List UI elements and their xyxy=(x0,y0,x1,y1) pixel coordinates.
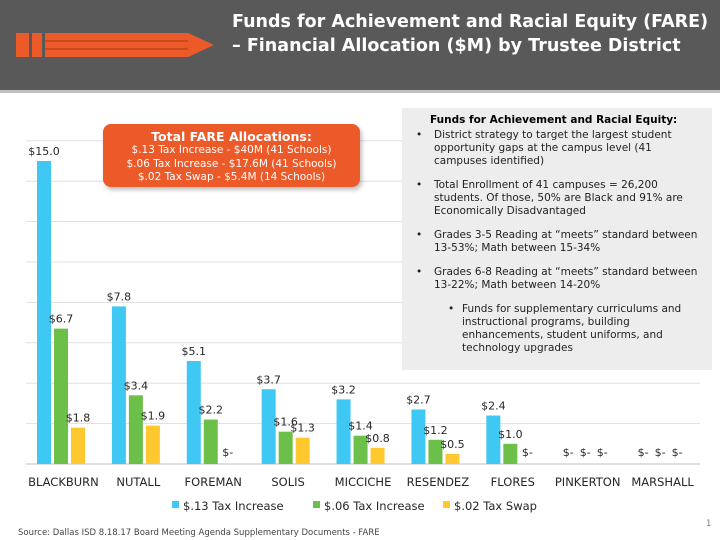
data-label: $0.8 xyxy=(365,432,390,445)
data-label: $1.8 xyxy=(66,412,91,425)
bar xyxy=(445,453,460,464)
info-bullet: • Total Enrollment of 41 campuses = 26,2… xyxy=(412,179,700,218)
totals-line: $.02 Tax Swap - $5.4M (14 Schools) xyxy=(137,171,326,183)
data-label: $- xyxy=(655,446,666,459)
data-label: $- xyxy=(672,446,683,459)
data-label: $3.4 xyxy=(124,379,149,392)
data-label: $- xyxy=(522,446,533,459)
legend: $.13 Tax Increase $.06 Tax Increase $.02 T… xyxy=(172,499,537,513)
info-bullet-text: Grades 3-5 Reading at “meets” standard b… xyxy=(434,229,698,254)
bar xyxy=(336,399,351,464)
bar xyxy=(71,427,85,464)
page-title: Funds for Achievement and Racial Equity … xyxy=(232,12,709,56)
pencil-icon xyxy=(16,33,214,57)
data-label: $- xyxy=(563,446,574,459)
bar xyxy=(278,431,293,464)
bar xyxy=(128,395,143,464)
bar xyxy=(203,419,218,464)
data-label: $2.7 xyxy=(406,393,431,406)
bar xyxy=(111,306,126,464)
legend-swatch xyxy=(443,501,450,508)
category-label: MARSHALL xyxy=(631,475,694,489)
data-label: $15.0 xyxy=(28,145,60,158)
data-label: $1.9 xyxy=(141,410,166,423)
category-label: FLORES xyxy=(491,475,535,489)
data-label: $1.3 xyxy=(290,422,315,435)
info-bullet-text: Funds for supplementary curriculums and … xyxy=(462,303,682,354)
bar xyxy=(370,447,385,464)
info-bullet: • Grades 3-5 Reading at “meets” standard… xyxy=(412,229,700,255)
bar xyxy=(37,161,51,464)
data-label: $2.4 xyxy=(481,400,506,413)
legend-entry: $.06 Tax Increase xyxy=(324,499,425,513)
info-sub-bullet: • Funds for supplementary curriculums an… xyxy=(412,303,700,355)
page-number: 1 xyxy=(706,519,712,529)
data-label: $1.4 xyxy=(348,420,373,433)
bar xyxy=(145,425,160,464)
legend-entry: $.13 Tax Increase xyxy=(183,499,284,513)
data-label: $2.2 xyxy=(199,404,224,417)
data-label: $- xyxy=(580,446,591,459)
totals-title: Total FARE Allocations: xyxy=(151,129,312,144)
info-bullet: • District strategy to target the larges… xyxy=(412,129,700,168)
legend-swatch xyxy=(313,501,320,508)
data-label: $- xyxy=(638,446,649,459)
data-label: $5.1 xyxy=(182,345,207,358)
data-label: $1.0 xyxy=(498,428,523,441)
category-label: RESENDEZ xyxy=(407,475,470,489)
bar xyxy=(295,437,310,464)
data-label: $1.6 xyxy=(273,416,298,429)
total-allocations-callout: Total FARE Allocations: $.13 Tax Increas… xyxy=(103,124,360,187)
bar xyxy=(428,439,443,464)
totals-line: $.06 Tax Increase - $17.6M (41 Schools) xyxy=(126,157,337,170)
category-label: PINKERTON xyxy=(555,475,621,489)
info-title: Funds for Achievement and Racial Equity: xyxy=(430,114,678,126)
data-label: $6.7 xyxy=(49,313,74,326)
bars xyxy=(37,161,518,464)
source-note: Source: Dallas ISD 8.18.17 Board Meeting… xyxy=(18,528,380,538)
category-labels: BLACKBURN NUTALL FOREMAN SOLIS MICCICHE RESEN… xyxy=(28,475,694,489)
bar xyxy=(411,409,426,464)
bar xyxy=(353,435,368,464)
bullet-icon: • xyxy=(416,129,423,141)
data-label: $0.5 xyxy=(440,438,465,451)
header-divider xyxy=(0,90,720,93)
category-label: FOREMAN xyxy=(185,475,242,489)
bullet-icon: • xyxy=(416,266,423,278)
bullet-icon: • xyxy=(416,179,423,191)
info-panel: Funds for Achievement and Racial Equity:… xyxy=(402,108,712,370)
info-bullet-text: District strategy to target the largest … xyxy=(434,129,672,167)
data-label: $- xyxy=(597,446,608,459)
info-bullet-text: Grades 6-8 Reading at “meets” standard b… xyxy=(434,266,698,291)
info-bullet: • Grades 6-8 Reading at “meets” standard… xyxy=(412,266,700,292)
category-label: NUTALL xyxy=(116,475,160,489)
category-label: MICCICHE xyxy=(335,475,392,489)
bar xyxy=(186,360,201,464)
bar xyxy=(503,443,518,464)
data-label: $3.7 xyxy=(256,373,281,386)
data-label: $- xyxy=(222,446,233,459)
data-label: $3.2 xyxy=(331,383,356,396)
data-label: $1.2 xyxy=(423,424,448,437)
bar xyxy=(486,415,501,464)
legend-entry: $.02 Tax Swap xyxy=(454,499,537,513)
legend-swatch xyxy=(172,501,179,508)
bar xyxy=(261,389,276,464)
bar xyxy=(54,328,68,464)
bullet-icon: • xyxy=(448,303,455,315)
category-label: SOLIS xyxy=(271,475,304,489)
bar-labels: $15.0 $6.7 $1.8 $7.8 $3.4 $1.9 $5.1 $2.2 $- $3.7 $… xyxy=(28,145,682,459)
bullet-icon: • xyxy=(416,229,423,241)
category-label: BLACKBURN xyxy=(28,475,99,489)
totals-line: $.13 Tax Increase - $40M (41 Schools) xyxy=(131,144,332,156)
data-label: $7.8 xyxy=(107,290,132,303)
info-bullet-text: Total Enrollment of 41 campuses = 26,200… xyxy=(434,179,683,217)
